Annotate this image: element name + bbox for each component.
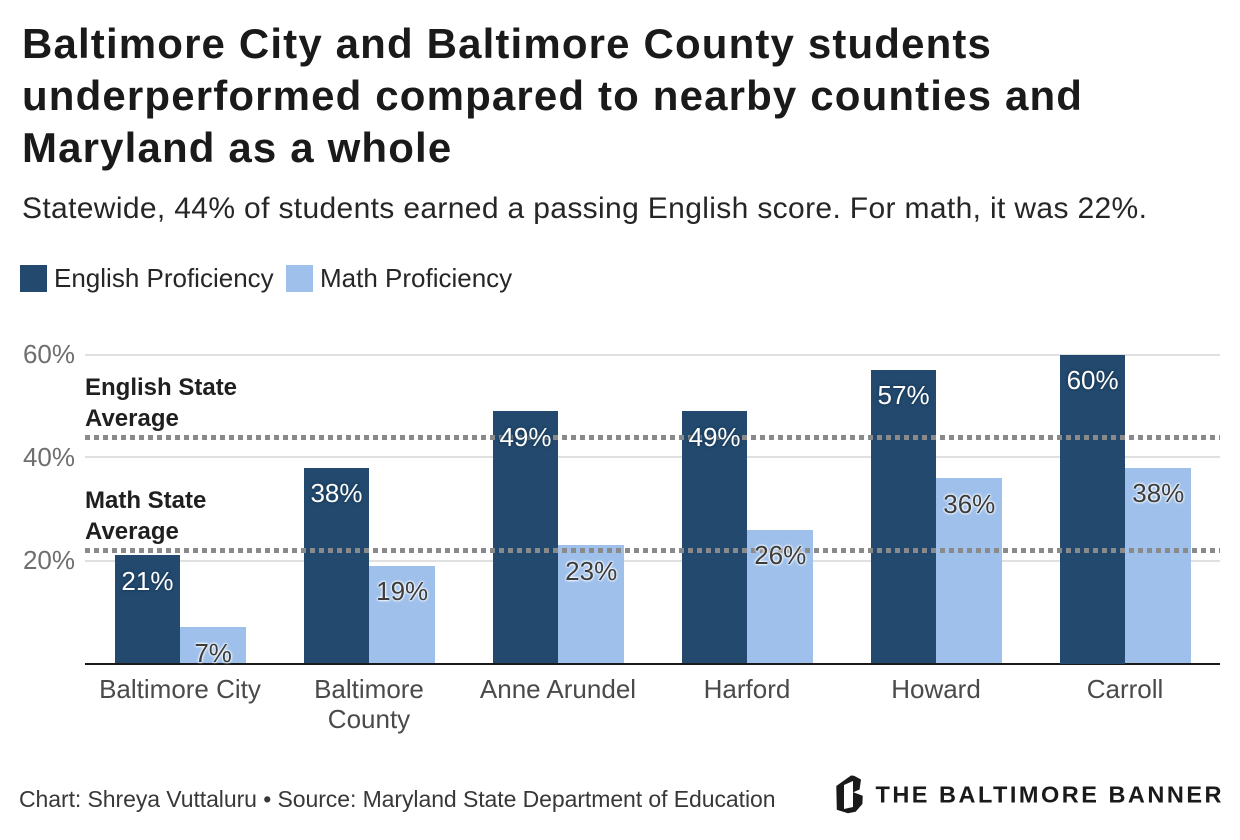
svg-text:THE BALTIMORE BANNER: THE BALTIMORE BANNER xyxy=(875,781,1224,807)
